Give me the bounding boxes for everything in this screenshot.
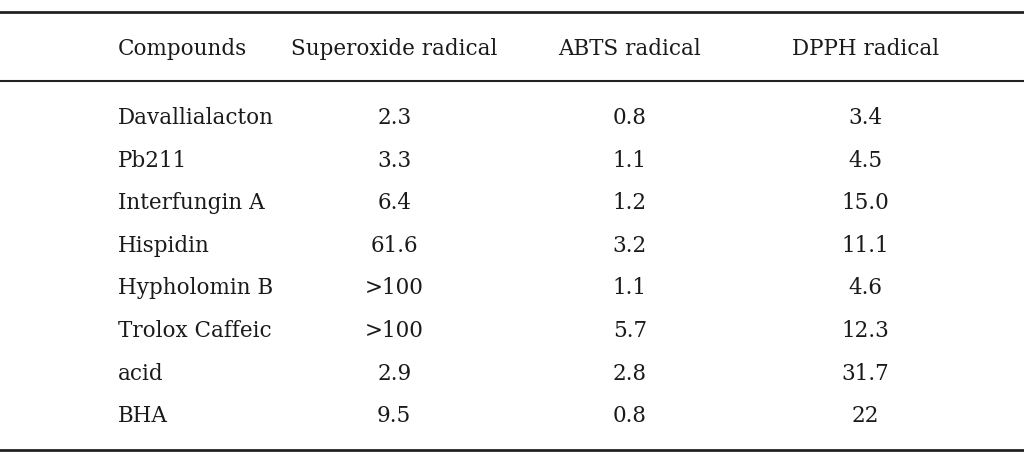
Text: 3.4: 3.4 [848,107,883,129]
Text: Hispidin: Hispidin [118,235,210,257]
Text: 0.8: 0.8 [612,405,647,427]
Text: 1.2: 1.2 [612,192,647,214]
Text: 11.1: 11.1 [842,235,889,257]
Text: 1.1: 1.1 [612,150,647,172]
Text: 1.1: 1.1 [612,277,647,300]
Text: 9.5: 9.5 [377,405,412,427]
Text: 6.4: 6.4 [377,192,412,214]
Text: Interfungin A: Interfungin A [118,192,264,214]
Text: 2.9: 2.9 [377,363,412,385]
Text: 15.0: 15.0 [842,192,889,214]
Text: Trolox Caffeic: Trolox Caffeic [118,320,271,342]
Text: 4.5: 4.5 [848,150,883,172]
Text: >100: >100 [365,277,424,300]
Text: DPPH radical: DPPH radical [792,38,939,60]
Text: Davallialacton: Davallialacton [118,107,273,129]
Text: 12.3: 12.3 [842,320,889,342]
Text: Hypholomin B: Hypholomin B [118,277,272,300]
Text: 61.6: 61.6 [371,235,418,257]
Text: ABTS radical: ABTS radical [558,38,701,60]
Text: acid: acid [118,363,164,385]
Text: 0.8: 0.8 [612,107,647,129]
Text: 4.6: 4.6 [848,277,883,300]
Text: 5.7: 5.7 [612,320,647,342]
Text: Superoxide radical: Superoxide radical [291,38,498,60]
Text: BHA: BHA [118,405,168,427]
Text: Pb211: Pb211 [118,150,187,172]
Text: Compounds: Compounds [118,38,247,60]
Text: 3.3: 3.3 [377,150,412,172]
Text: 2.8: 2.8 [612,363,647,385]
Text: 3.2: 3.2 [612,235,647,257]
Text: 2.3: 2.3 [377,107,412,129]
Text: 31.7: 31.7 [842,363,889,385]
Text: 22: 22 [852,405,879,427]
Text: >100: >100 [365,320,424,342]
